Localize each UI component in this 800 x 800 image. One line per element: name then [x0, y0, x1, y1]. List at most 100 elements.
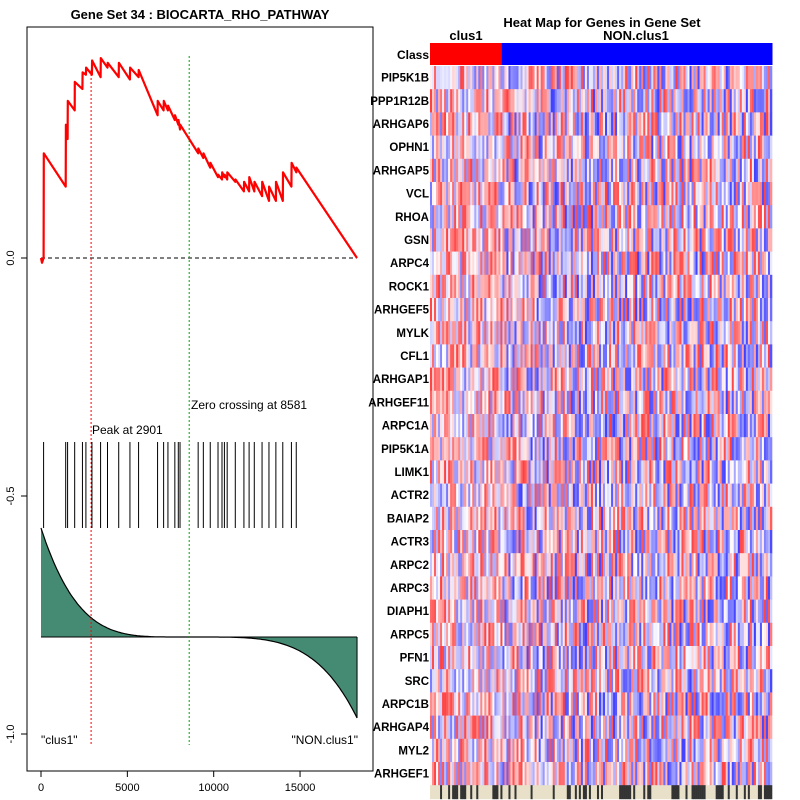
heatmap-cell: [524, 437, 527, 461]
heatmap-cell: [609, 321, 612, 345]
heatmap-cell: [538, 553, 541, 577]
heatmap-cell: [532, 344, 535, 368]
heatmap-cell: [454, 506, 457, 531]
heatmap-cell: [659, 298, 662, 322]
heatmap-cell: [601, 274, 604, 299]
heatmap-cell: [767, 344, 771, 368]
heatmap-cell: [623, 576, 626, 600]
heatmap-cell: [731, 321, 735, 345]
heatmap-cell: [675, 321, 678, 345]
heatmap-cell: [520, 89, 523, 113]
heatmap-cell: [685, 89, 688, 113]
heatmap-cell: [695, 66, 698, 90]
heatmap-cell: [582, 390, 586, 415]
heatmap-cell: [745, 182, 749, 206]
heatmap-cell: [605, 298, 608, 322]
heatmap-cell: [667, 715, 670, 740]
heatmap-cell: [651, 89, 654, 113]
heatmap-cell: [540, 460, 543, 484]
heatmap-cell: [534, 344, 537, 368]
heatmap-cell: [769, 135, 773, 160]
heatmap-cell: [745, 321, 749, 345]
heatmap-cell: [494, 135, 497, 160]
heatmap-cell: [689, 344, 692, 368]
heatmap-cell: [582, 715, 586, 740]
heatmap-cell: [524, 205, 527, 229]
heatmap-cell: [580, 530, 584, 554]
heatmap-cell: [500, 89, 503, 113]
heatmap-cell: [578, 715, 582, 740]
heatmap-cell: [432, 414, 435, 438]
heatmap-cell: [705, 89, 708, 113]
heatmap-cell: [699, 692, 702, 716]
heatmap-cell: [444, 506, 447, 531]
heatmap-cell: [492, 414, 495, 438]
heatmap-cell: [725, 553, 729, 577]
heatmap-cell: [530, 692, 533, 716]
heatmap-cell: [490, 553, 493, 577]
heatmap-cell: [641, 298, 644, 322]
heatmap-cell: [432, 576, 435, 600]
heatmap-cell: [540, 182, 543, 206]
heatmap-cell: [454, 228, 457, 252]
heatmap-cell: [468, 599, 471, 624]
heatmap-cell: [554, 437, 558, 461]
heatmap-cell: [623, 599, 626, 624]
heatmap-cell: [625, 715, 628, 740]
heatmap-cell: [558, 112, 562, 136]
heatmap-cell: [490, 390, 493, 415]
heatmap-cell: [450, 460, 453, 484]
heatmap-cell: [452, 506, 455, 531]
heatmap-cell: [486, 576, 489, 600]
heatmap-cell: [685, 646, 688, 670]
heatmap-cell: [615, 530, 618, 554]
heatmap-cell: [484, 321, 487, 345]
heatmap-cell: [568, 321, 572, 345]
heatmap-cell: [681, 344, 684, 368]
heatmap-cell: [753, 205, 757, 229]
heatmap-cell: [643, 89, 646, 113]
heatmap-cell: [462, 390, 465, 415]
heatmap-cell: [765, 205, 769, 229]
heatmap-cell: [751, 483, 755, 508]
heatmap-cell: [709, 576, 712, 600]
heatmap-cell: [552, 414, 556, 438]
heatmap-cell: [757, 251, 761, 276]
heatmap-cell: [619, 182, 622, 206]
heatmap-cell: [580, 251, 584, 276]
heatmap-cell: [705, 460, 708, 484]
heatmap-cell: [536, 646, 539, 670]
heatmap-cell: [751, 390, 755, 415]
heatmap-cell: [442, 646, 445, 670]
heatmap-cell: [482, 646, 485, 670]
heatmap-cell: [691, 669, 694, 693]
heatmap-cell: [659, 344, 662, 368]
heatmap-cell: [737, 576, 741, 600]
heatmap-cell: [731, 414, 735, 438]
heatmap-cell: [719, 66, 722, 90]
heatmap-cell: [637, 437, 640, 461]
heatmap-cell: [683, 158, 686, 183]
heatmap-cell: [741, 390, 745, 415]
heatmap-cell: [576, 506, 580, 531]
heatmap-cell: [574, 506, 578, 531]
heatmap-cell: [697, 669, 700, 693]
heatmap-cell: [711, 669, 714, 693]
heatmap-cell: [613, 530, 616, 554]
heatmap-cell: [468, 460, 471, 484]
heatmap-cell: [647, 599, 650, 624]
heatmap-cell: [753, 344, 757, 368]
heatmap-cell: [615, 553, 618, 577]
heatmap-cell: [713, 692, 716, 716]
heatmap-cell: [488, 298, 491, 322]
heatmap-cell: [542, 437, 545, 461]
heatmap-cell: [502, 390, 505, 415]
heatmap-cell: [761, 298, 765, 322]
heatmap-cell: [619, 321, 622, 345]
heatmap-cell: [564, 506, 568, 531]
heatmap-cell: [733, 112, 737, 136]
heatmap-cell: [683, 553, 686, 577]
heatmap-cell: [675, 622, 678, 647]
heatmap-cell: [442, 437, 445, 461]
heatmap-cell: [749, 460, 753, 484]
